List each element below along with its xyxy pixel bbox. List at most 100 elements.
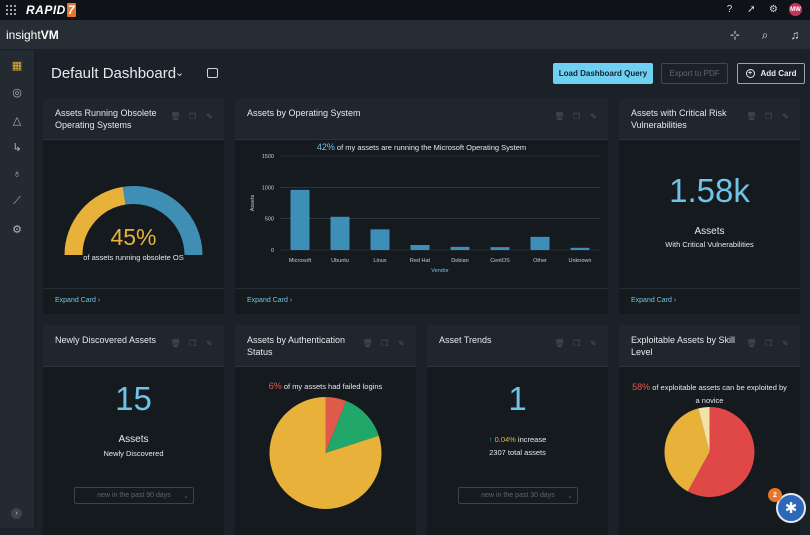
period-select-value: new in the past 90 days xyxy=(97,492,171,499)
bell-icon[interactable]: ♫ xyxy=(790,28,800,42)
card-footer: Expand Card › xyxy=(235,288,608,313)
trend-chart-icon[interactable]: ⟋ xyxy=(13,194,21,207)
gauge-chart xyxy=(64,186,203,256)
help-icon[interactable]: ? xyxy=(726,4,733,15)
copy-icon[interactable]: ❐ xyxy=(188,112,197,121)
app-switcher-icon[interactable] xyxy=(6,5,16,15)
delete-icon[interactable]: 🗑 xyxy=(746,339,757,348)
x-tick-label: Microsoft xyxy=(289,258,312,264)
card-obsolete-os: Assets Running Obsolete Operating System… xyxy=(43,98,224,314)
y-tick-label: 0 xyxy=(271,248,274,254)
critical-count: 1.58k xyxy=(669,172,750,209)
bar[interactable] xyxy=(490,247,510,250)
card-authentication-status: Assets by Authentication Status 🗑 ❐ ✎ 6% o… xyxy=(235,325,416,535)
bar[interactable] xyxy=(450,246,470,250)
card-header: Newly Discovered Assets 🗑 ❐ ✎ xyxy=(43,325,224,367)
plus-icon: + xyxy=(745,69,755,78)
card-header: Assets by Authentication Status 🗑 ❐ ✎ xyxy=(235,325,416,367)
edit-icon[interactable]: ✎ xyxy=(398,339,405,348)
card-title: Assets by Operating System xyxy=(247,108,361,118)
load-dashboard-query-button[interactable]: Load Dashboard Query xyxy=(553,63,653,84)
copy-icon[interactable]: ❐ xyxy=(572,112,581,121)
dashboard-header: Default Dashboard ⌄ Load Dashboard Query… xyxy=(35,50,810,95)
x-axis-label: Vendor xyxy=(431,268,449,274)
copy-icon[interactable]: ❐ xyxy=(572,339,581,348)
trend-change-value: 0.04% xyxy=(494,435,516,444)
trend-total: 2307 total assets xyxy=(489,448,546,457)
card-header: Assets with Critical Risk Vulnerabilitie… xyxy=(619,98,800,140)
pie-slice[interactable] xyxy=(698,407,710,452)
copy-icon[interactable] xyxy=(207,68,218,78)
copy-icon[interactable]: ❐ xyxy=(764,339,773,348)
bar[interactable] xyxy=(570,247,590,250)
chart-subtitle: 6% of my assets had failed logins xyxy=(235,381,416,391)
edit-icon[interactable]: ✎ xyxy=(782,339,789,348)
dashboard-icon[interactable]: ▦ xyxy=(11,59,23,72)
gear-icon[interactable]: ⚙ xyxy=(769,4,778,15)
rocket-icon[interactable]: ➚ xyxy=(747,4,756,15)
chevron-down-icon[interactable]: ⌄ xyxy=(175,67,185,79)
os-subtitle: of my assets are running the Microsoft O… xyxy=(334,143,527,152)
bar[interactable] xyxy=(290,189,310,250)
card-header: Assets by Operating System 🗑 ❐ ✎ xyxy=(235,98,608,140)
edit-icon[interactable]: ✎ xyxy=(206,339,213,348)
pie-slice[interactable] xyxy=(325,400,379,453)
copy-icon[interactable]: ❐ xyxy=(188,339,197,348)
help-widget-icon: ✱ xyxy=(784,500,798,517)
delete-icon[interactable]: 🗑 xyxy=(554,112,565,121)
trend-period-select[interactable]: new in the past 30 days ⌄ xyxy=(458,487,578,504)
page-title: Default Dashboard xyxy=(51,65,177,82)
y-axis-label: Assets xyxy=(250,195,256,212)
expand-card-link[interactable]: Expand Card › xyxy=(631,297,677,304)
edit-icon[interactable]: ✎ xyxy=(590,339,597,348)
edit-icon[interactable]: ✎ xyxy=(782,112,789,121)
add-card-button[interactable]: + Add Card xyxy=(737,63,805,84)
pie-slice[interactable] xyxy=(687,407,755,497)
gauge-caption: of assets running obsolete OS xyxy=(83,253,184,262)
product-name: insightVM xyxy=(6,28,59,42)
warning-triangle-icon[interactable]: △ xyxy=(12,114,22,127)
edit-icon[interactable]: ✎ xyxy=(590,112,597,121)
card-title: Newly Discovered Assets xyxy=(55,335,157,345)
delete-icon[interactable]: 🗑 xyxy=(746,112,757,121)
gauge-fill xyxy=(64,186,126,256)
os-bar-chart: 0 500 1000 1500 Assets Microsoft Ubuntu Linux Re… xyxy=(250,154,600,274)
check-circle-icon[interactable]: ◎ xyxy=(12,86,22,99)
export-pdf-button[interactable]: Export to PDF xyxy=(661,63,728,84)
trend-count: 1 xyxy=(508,380,527,417)
delete-icon[interactable]: 🗑 xyxy=(170,112,181,121)
pie-slice[interactable] xyxy=(664,408,710,492)
edit-icon[interactable]: ✎ xyxy=(206,112,213,121)
bar[interactable] xyxy=(370,229,390,250)
award-icon[interactable]: ♁ xyxy=(12,168,22,180)
delete-icon[interactable]: 🗑 xyxy=(170,339,181,348)
critical-label: Assets xyxy=(694,226,725,237)
card-title: Assets with Critical Risk Vulnerabilitie… xyxy=(631,108,727,130)
card-header: Asset Trends 🗑 ❐ ✎ xyxy=(427,325,608,367)
copy-icon[interactable]: ❐ xyxy=(380,339,389,348)
search-assets-icon[interactable]: ⌕ xyxy=(761,27,769,42)
delete-icon[interactable]: 🗑 xyxy=(362,339,373,348)
bar[interactable] xyxy=(530,236,550,250)
expand-card-link[interactable]: Expand Card › xyxy=(247,297,293,304)
workflow-icon[interactable]: ↳ xyxy=(12,141,22,154)
settings-icon[interactable]: ⚙ xyxy=(12,223,22,236)
pie-slice[interactable] xyxy=(325,397,347,453)
bar[interactable] xyxy=(330,216,350,250)
expand-sidebar-icon[interactable]: › xyxy=(11,508,22,519)
card-header: Exploitable Assets by Skill Level 🗑 ❐ ✎ xyxy=(619,325,800,367)
delete-icon[interactable]: 🗑 xyxy=(554,339,565,348)
pie-slice[interactable] xyxy=(269,397,382,509)
gauge-value: 45% xyxy=(110,224,157,250)
copy-icon[interactable]: ❐ xyxy=(764,112,773,121)
expand-card-link[interactable]: Expand Card › xyxy=(55,297,101,304)
x-tick-label: Debian xyxy=(451,258,468,264)
brand-logo: RAPID 7 xyxy=(26,3,77,17)
trend-period-value: new in the past 30 days xyxy=(481,492,555,499)
cursor-click-icon[interactable]: ⊹ xyxy=(729,28,741,42)
period-select[interactable]: new in the past 90 days ⌄ xyxy=(74,487,194,504)
user-avatar[interactable]: MW xyxy=(789,3,802,16)
bar[interactable] xyxy=(410,244,430,250)
app-bar: insightVM ⊹ ⌕ ♫ xyxy=(0,20,810,50)
exploit-subtitle: of exploitable assets can be exploited b… xyxy=(650,383,787,405)
